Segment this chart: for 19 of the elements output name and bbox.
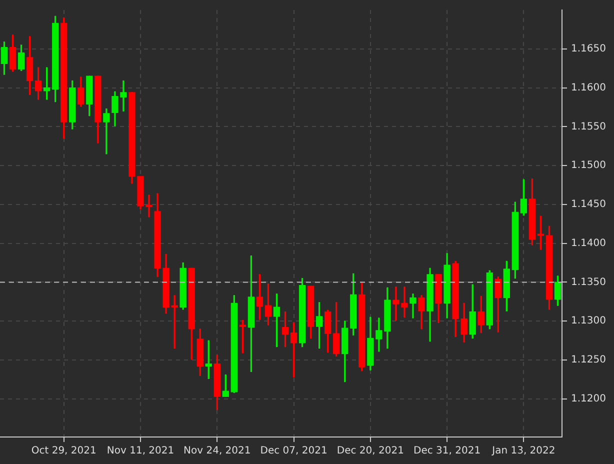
y-tick-label: 1.1300 [571,316,606,327]
candlestick [103,108,110,154]
y-tick-label: 1.1450 [571,199,606,210]
candlestick [410,294,416,318]
y-tick-label: 1.1550 [571,121,606,132]
x-tick-label: Dec 20, 2021 [336,446,404,457]
y-tick-label: 1.1200 [571,393,606,404]
x-tick-label: Dec 31, 2021 [414,446,481,457]
x-tick-label: Dec 07, 2021 [260,446,328,457]
y-tick-label: 1.1600 [571,82,606,94]
x-tick-label: Jan 13, 2022 [491,446,556,457]
x-tick-label: Nov 24, 2021 [184,446,251,457]
y-tick-label: 1.1400 [571,238,606,249]
x-tick-label: Nov 11, 2021 [106,446,174,457]
x-tick-label: Oct 29, 2021 [31,446,96,457]
y-tick-label: 1.1650 [571,43,606,54]
y-tick-label: 1.1350 [571,276,606,288]
y-tick-label: 1.1500 [571,160,606,172]
y-tick-label: 1.1250 [571,354,606,366]
